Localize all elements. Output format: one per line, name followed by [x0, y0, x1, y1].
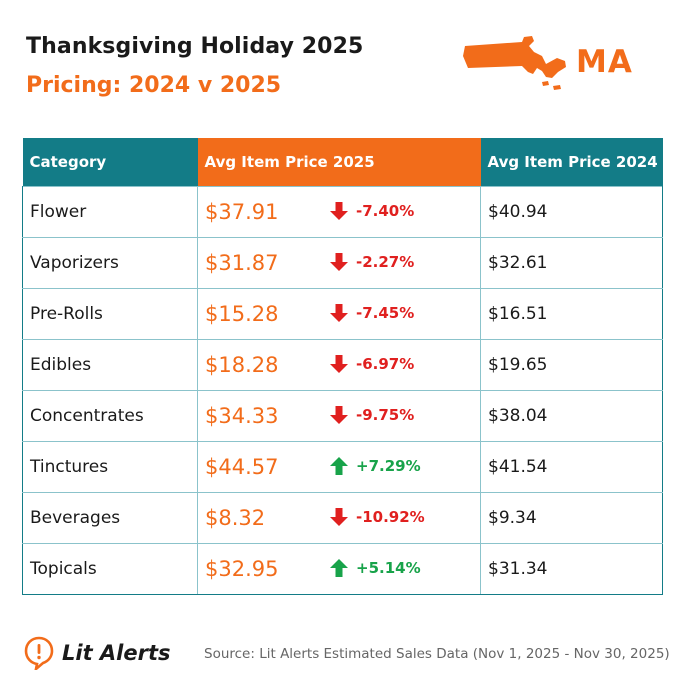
category-cell: Topicals: [22, 543, 198, 595]
table-header-row: Category Avg Item Price 2025 Avg Item Pr…: [22, 138, 663, 187]
percent-change: -10.92%: [356, 508, 425, 526]
price-2025-cell: $8.32 -10.92%: [197, 492, 481, 544]
price-2024-cell: $19.65: [480, 339, 663, 391]
table-row: Pre-Rolls $15.28 -7.45% $16.51: [22, 288, 663, 340]
percent-change: -7.45%: [356, 304, 415, 322]
table-row: Concentrates $34.33 -9.75% $38.04: [22, 390, 663, 442]
table-row: Flower $37.91 -7.40% $40.94: [22, 186, 663, 238]
price-2025-cell: $44.57 +7.29%: [197, 441, 481, 493]
percent-change: -2.27%: [356, 253, 415, 271]
price-2025-value: $8.32: [205, 506, 266, 530]
page-title: Thanksgiving Holiday 2025: [26, 34, 364, 59]
table-row: Tinctures $44.57 +7.29% $41.54: [22, 441, 663, 493]
price-change: +7.29%: [330, 457, 421, 475]
percent-change: -6.97%: [356, 355, 415, 373]
arrow-down-icon: [330, 406, 348, 424]
price-2025-value: $15.28: [205, 302, 279, 326]
percent-change: -9.75%: [356, 406, 415, 424]
price-2024-cell: $32.61: [480, 237, 663, 289]
massachusetts-map-icon: [463, 36, 566, 90]
percent-change: +5.14%: [356, 559, 421, 577]
arrow-down-icon: [330, 304, 348, 322]
table-row: Beverages $8.32 -10.92% $9.34: [22, 492, 663, 544]
price-2024-cell: $9.34: [480, 492, 663, 544]
category-cell: Beverages: [22, 492, 198, 544]
pricing-table: Category Avg Item Price 2025 Avg Item Pr…: [22, 138, 663, 595]
price-2025-cell: $31.87 -2.27%: [197, 237, 481, 289]
price-2024-cell: $41.54: [480, 441, 663, 493]
category-cell: Flower: [22, 186, 198, 238]
column-header-price-2025: Avg Item Price 2025: [197, 138, 481, 187]
category-cell: Edibles: [22, 339, 198, 391]
brand-logo: Lit Alerts: [24, 636, 171, 670]
price-2025-value: $32.95: [205, 557, 279, 581]
percent-change: -7.40%: [356, 202, 415, 220]
source-note: Source: Lit Alerts Estimated Sales Data …: [204, 646, 670, 662]
arrow-up-icon: [330, 559, 348, 577]
price-change: +5.14%: [330, 559, 421, 577]
brand-name: Lit Alerts: [62, 641, 171, 665]
percent-change: +7.29%: [356, 457, 421, 475]
price-2025-value: $37.91: [205, 200, 279, 224]
table-row: Topicals $32.95 +5.14% $31.34: [22, 543, 663, 595]
column-header-category: Category: [22, 138, 198, 187]
category-cell: Tinctures: [22, 441, 198, 493]
alert-bubble-icon: [24, 636, 54, 670]
price-2025-cell: $34.33 -9.75%: [197, 390, 481, 442]
arrow-down-icon: [330, 202, 348, 220]
price-2025-value: $18.28: [205, 353, 279, 377]
column-header-price-2024: Avg Item Price 2024: [480, 138, 663, 187]
arrow-up-icon: [330, 457, 348, 475]
state-code: MA: [576, 44, 633, 80]
price-change: -7.45%: [330, 304, 414, 322]
category-cell: Pre-Rolls: [22, 288, 198, 340]
table-row: Vaporizers $31.87 -2.27% $32.61: [22, 237, 663, 289]
price-2024-cell: $40.94: [480, 186, 663, 238]
page-subtitle: Pricing: 2024 v 2025: [26, 73, 282, 98]
price-change: -7.40%: [330, 202, 414, 220]
price-2025-cell: $32.95 +5.14%: [197, 543, 481, 595]
price-change: -6.97%: [330, 355, 414, 373]
price-2024-cell: $38.04: [480, 390, 663, 442]
price-change: -2.27%: [330, 253, 414, 271]
arrow-down-icon: [330, 508, 348, 526]
price-2025-cell: $15.28 -7.45%: [197, 288, 481, 340]
price-2025-value: $44.57: [205, 455, 279, 479]
table-row: Edibles $18.28 -6.97% $19.65: [22, 339, 663, 391]
arrow-down-icon: [330, 355, 348, 373]
arrow-down-icon: [330, 253, 348, 271]
price-2025-value: $31.87: [205, 251, 279, 275]
category-cell: Vaporizers: [22, 237, 198, 289]
category-cell: Concentrates: [22, 390, 198, 442]
price-2025-cell: $18.28 -6.97%: [197, 339, 481, 391]
price-2024-cell: $16.51: [480, 288, 663, 340]
price-change: -10.92%: [330, 508, 425, 526]
price-change: -9.75%: [330, 406, 414, 424]
price-2025-cell: $37.91 -7.40%: [197, 186, 481, 238]
price-2025-value: $34.33: [205, 404, 279, 428]
price-2024-cell: $31.34: [480, 543, 663, 595]
